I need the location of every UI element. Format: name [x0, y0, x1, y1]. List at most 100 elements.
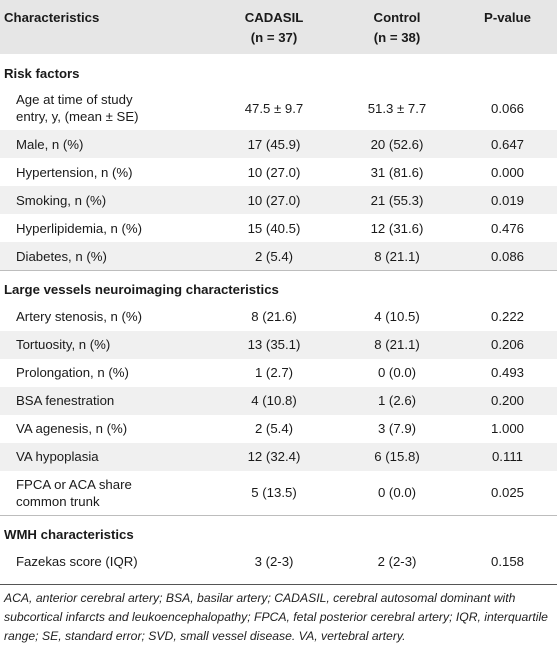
header-cadasil: CADASIL (n = 37) [212, 0, 336, 54]
table-footnote: ACA, anterior cerebral artery; BSA, basi… [0, 584, 557, 646]
p-value: 0.025 [490, 485, 524, 500]
p-value: 0.158 [490, 553, 524, 569]
p-value: 0.200 [458, 386, 557, 415]
control-value: 6 (15.8) [336, 442, 458, 471]
p-value: 1.000 [490, 421, 524, 436]
p-value: 0.647 [458, 130, 557, 158]
table-row: Age at time of study entry, y, (mean ± SE… [0, 86, 557, 130]
control-value: 4 (10.5) [374, 309, 420, 324]
row-label-cell: BSA fenestration [0, 386, 212, 415]
row-label: Smoking, n (%) [16, 192, 107, 208]
row-label-cell: Hyperlipidemia, n (%) [0, 214, 212, 242]
row-label-cell: VA agenesis, n (%) [0, 415, 212, 443]
table-row: Fazekas score (IQR) 3 (2-3) 2 (2-3) 0.158 [0, 547, 557, 575]
row-label-cell: VA hypoplasia [0, 442, 212, 471]
header-cadasil-title: CADASIL [244, 10, 304, 25]
cadasil-value: 2 (5.4) [212, 242, 336, 271]
row-label-cell: Age at time of study entry, y, (mean ± SE… [0, 86, 212, 130]
section-header-row: WMH characteristics [0, 515, 557, 547]
p-value: 0.066 [490, 100, 524, 116]
header-characteristics: Characteristics [4, 10, 100, 25]
cadasil-value: 10 (27.0) [247, 164, 301, 180]
table-row: Hyperlipidemia, n (%) 15 (40.5) 12 (31.6) 0… [0, 214, 557, 242]
cadasil-value: 10 (27.0) [212, 186, 336, 214]
row-label-cell: Hypertension, n (%) [0, 158, 212, 186]
section-header-row: Large vessels neuroimaging characteristi… [0, 270, 557, 303]
section-title: WMH characteristics [4, 526, 134, 542]
row-label-cell: Diabetes, n (%) [0, 242, 212, 271]
row-label-cell: Tortuosity, n (%) [0, 330, 212, 359]
row-label-cell: Artery stenosis, n (%) [0, 303, 212, 331]
table-row: VA hypoplasia 12 (32.4) 6 (15.8) 0.111 [0, 442, 557, 471]
row-label-cell: Smoking, n (%) [0, 186, 212, 214]
characteristics-table: Characteristics CADASIL (n = 37) Control… [0, 0, 557, 575]
cadasil-value: 2 (5.4) [254, 421, 294, 436]
row-label: Prolongation, n (%) [16, 365, 129, 380]
row-label: FPCA or ACA share [16, 476, 132, 492]
control-value: 20 (52.6) [336, 130, 458, 158]
cadasil-value: 15 (40.5) [247, 220, 301, 236]
row-label: Tortuosity, n (%) [16, 337, 111, 352]
section-header-row: Risk factors [0, 54, 557, 86]
section-title: Risk factors [4, 65, 80, 81]
cadasil-value: 8 (21.6) [251, 309, 297, 324]
control-value: 21 (55.3) [336, 186, 458, 214]
cadasil-value: 17 (45.9) [212, 130, 336, 158]
row-label: Male, n (%) [16, 136, 84, 152]
p-value: 0.476 [490, 220, 524, 236]
control-value: 12 (31.6) [370, 220, 424, 236]
row-label: BSA fenestration [16, 393, 115, 408]
row-label-cell: Male, n (%) [0, 130, 212, 158]
header-control: Control (n = 38) [336, 0, 458, 54]
table-row: Smoking, n (%) 10 (27.0) 21 (55.3) 0.019 [0, 186, 557, 214]
row-label: Age at time of study [16, 92, 133, 107]
row-label-cell: Prolongation, n (%) [0, 359, 212, 387]
control-value: 51.3 ± 7.7 [367, 100, 427, 116]
table-row: FPCA or ACA share common trunk 5 (13.5) 0 (… [0, 471, 557, 516]
cadasil-value: 1 (2.7) [254, 365, 294, 380]
row-label: Diabetes, n (%) [16, 248, 107, 264]
cadasil-value: 12 (32.4) [212, 442, 336, 471]
table-row: Prolongation, n (%) 1 (2.7) 0 (0.0) 0.493 [0, 359, 557, 387]
row-label-continued: common trunk [16, 493, 100, 509]
control-value: 1 (2.6) [336, 386, 458, 415]
row-label: Hyperlipidemia, n (%) [16, 220, 143, 236]
p-value: 0.111 [458, 442, 557, 471]
table-row: Male, n (%) 17 (45.9) 20 (52.6) 0.647 [0, 130, 557, 158]
table-row: Diabetes, n (%) 2 (5.4) 8 (21.1) 0.086 [0, 242, 557, 271]
cadasil-value: 3 (2-3) [254, 553, 294, 569]
row-label: VA hypoplasia [16, 449, 99, 464]
control-value: 8 (21.1) [336, 242, 458, 271]
header-p-value: P-value [484, 10, 531, 25]
row-label-cell: FPCA or ACA share common trunk [0, 471, 212, 516]
control-value: 31 (81.6) [370, 164, 424, 180]
header-control-title: Control [373, 10, 421, 25]
row-label: VA agenesis, n (%) [16, 421, 128, 436]
table-row: VA agenesis, n (%) 2 (5.4) 3 (7.9) 1.000 [0, 415, 557, 443]
row-label: Artery stenosis, n (%) [16, 309, 143, 324]
row-label-continued: entry, y, (mean ± SE) [16, 109, 139, 124]
table-row: BSA fenestration 4 (10.8) 1 (2.6) 0.200 [0, 386, 557, 415]
table-row: Tortuosity, n (%) 13 (35.1) 8 (21.1) 0.206 [0, 330, 557, 359]
header-control-n: (n = 38) [373, 30, 421, 45]
p-value: 0.206 [458, 330, 557, 359]
control-value: 0 (0.0) [377, 365, 417, 380]
control-value: 0 (0.0) [377, 485, 417, 500]
p-value: 0.222 [490, 309, 524, 324]
p-value: 0.493 [490, 365, 524, 380]
table-header-row: Characteristics CADASIL (n = 37) Control… [0, 0, 557, 54]
row-label-cell: Fazekas score (IQR) [0, 547, 212, 575]
cadasil-value: 13 (35.1) [212, 330, 336, 359]
control-value: 8 (21.1) [336, 330, 458, 359]
section-title: Large vessels neuroimaging characteristi… [4, 282, 279, 298]
cadasil-value: 4 (10.8) [212, 386, 336, 415]
cadasil-value: 5 (13.5) [251, 485, 297, 500]
control-value: 3 (7.9) [377, 421, 417, 436]
p-value: 0.000 [490, 164, 524, 180]
p-value: 0.086 [458, 242, 557, 271]
control-value: 2 (2-3) [377, 553, 417, 569]
row-label: Fazekas score (IQR) [16, 553, 138, 569]
cadasil-value: 47.5 ± 9.7 [244, 100, 304, 116]
table-body: Risk factors Age at time of study entry, y… [0, 54, 557, 575]
